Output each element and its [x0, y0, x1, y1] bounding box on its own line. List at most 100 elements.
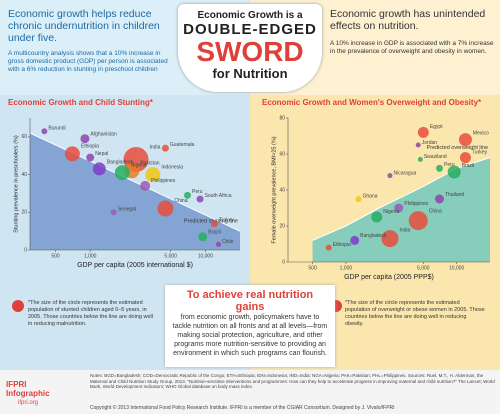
point-label: Bangladesh — [107, 160, 134, 166]
size-icon — [12, 300, 24, 312]
data-point — [436, 164, 444, 172]
data-point — [435, 194, 445, 204]
right-headline: Economic growth has unintended effects o… — [330, 8, 486, 32]
point-label: Guatemala — [170, 142, 195, 148]
data-point — [417, 156, 423, 162]
point-label: Chile — [222, 239, 234, 245]
y-axis-label: Stunting prevalence in preschoolers (%) — [13, 135, 19, 233]
point-label: India — [399, 227, 410, 233]
point-label: Peru — [444, 162, 455, 168]
data-point — [210, 220, 218, 228]
point-label: Brazil — [462, 163, 475, 169]
point-label: South Africa — [205, 193, 232, 199]
y-axis-label: Female overweight prevalence, BMI>25 (%) — [271, 136, 277, 243]
data-point — [458, 133, 472, 147]
trend-label: Predicted overweight line — [427, 145, 488, 151]
data-point — [64, 146, 80, 162]
data-point — [215, 241, 221, 247]
y-tick-label: 80 — [279, 115, 285, 121]
point-label: Swaziland — [424, 154, 447, 160]
logo: IFPRI Infographic — [6, 380, 50, 398]
callout-heading: To achieve real nutrition gains — [186, 289, 314, 313]
point-label: Senegal — [118, 207, 136, 213]
data-point — [184, 191, 192, 199]
chart-title: Economic Growth and Women's Overweight a… — [262, 98, 482, 107]
data-point — [92, 162, 106, 176]
data-point — [145, 167, 161, 183]
data-point — [394, 203, 404, 213]
point-label: Nicaragua — [393, 170, 416, 176]
x-tick-label: 10,000 — [198, 253, 214, 259]
point-label: China — [429, 208, 442, 214]
trend-line — [29, 132, 241, 232]
point-label: Nigeria — [383, 209, 399, 215]
point-label: Afghanistan — [90, 132, 117, 138]
data-point — [355, 196, 362, 202]
x-tick-label: 5,000 — [417, 265, 430, 271]
data-point — [41, 128, 48, 135]
data-point — [110, 209, 117, 216]
point-label: Egypt — [430, 124, 443, 130]
data-point — [447, 165, 461, 179]
data-point — [381, 230, 399, 248]
y-tick-label: 60 — [21, 134, 27, 140]
x-tick-label: 500 — [308, 265, 317, 271]
point-label: India — [150, 144, 161, 150]
data-point — [325, 244, 332, 251]
data-point — [387, 173, 393, 179]
data-point — [198, 232, 208, 242]
data-point — [415, 142, 421, 148]
data-point — [196, 195, 204, 203]
point-label: Nigeria — [131, 163, 147, 169]
footer-notes: Notes: BGD=Bangladesh; COD=Democratic Re… — [90, 373, 495, 389]
data-point — [350, 235, 360, 245]
x-tick-label: 10,000 — [449, 265, 465, 271]
point-label: Ethiopia — [333, 242, 351, 248]
trend-area — [30, 133, 240, 250]
point-label: Nepal — [95, 151, 108, 157]
x-tick-label: 1,000 — [84, 253, 97, 259]
site: ifpri.org — [18, 400, 39, 406]
copyright: Copyright © 2013 International Food Poli… — [90, 405, 395, 411]
data-point — [417, 126, 429, 138]
point-label: Jordan — [422, 140, 438, 146]
point-label: Thailand — [445, 192, 464, 198]
point-label: Philippines — [151, 178, 176, 184]
y-tick-label: 40 — [279, 187, 285, 193]
x-tick-label: 500 — [51, 253, 60, 259]
y-tick-label: 40 — [21, 172, 27, 178]
data-point — [140, 180, 151, 191]
x-tick-label: 5,000 — [164, 253, 177, 259]
point-label: Indonesia — [161, 164, 183, 170]
point-label: Ethiopia — [81, 144, 99, 150]
sword-title: Economic Growth is a DOUBLE-EDGED SWORD … — [178, 4, 322, 92]
chart-title: Economic Growth and Child Stunting* — [8, 98, 153, 107]
data-point — [157, 200, 174, 217]
trend-label: Predicted stunting line — [184, 219, 238, 225]
data-point — [114, 165, 130, 181]
point-label: Philippines — [404, 201, 429, 207]
point-label: Turkey — [219, 217, 235, 223]
point-label: Turkey — [472, 149, 488, 155]
point-label: Peru — [192, 189, 203, 195]
point-label: Ghana — [363, 193, 378, 199]
y-tick-label: 0 — [282, 259, 285, 265]
left-text: A multicountry analysis shows that a 10%… — [8, 50, 168, 73]
x-axis-label: GDP per capita (2005 international $) — [77, 262, 193, 269]
data-point — [86, 153, 95, 162]
data-point — [80, 134, 90, 144]
chart-note: *The size of the circle represents the e… — [345, 300, 485, 327]
data-point — [371, 211, 383, 223]
data-point — [408, 211, 428, 231]
data-point — [459, 152, 471, 164]
x-tick-label: 1,000 — [340, 265, 353, 271]
trend-line — [312, 157, 491, 241]
title-line: DOUBLE-EDGED — [183, 21, 317, 38]
title-line: for Nutrition — [212, 66, 288, 81]
callout-text: from economic growth, policymakers have … — [172, 314, 328, 357]
point-label: Mexico — [473, 130, 489, 136]
title-line: SWORD — [196, 36, 304, 67]
x-axis-label: GDP per capita (2005 PPP$) — [344, 274, 434, 281]
